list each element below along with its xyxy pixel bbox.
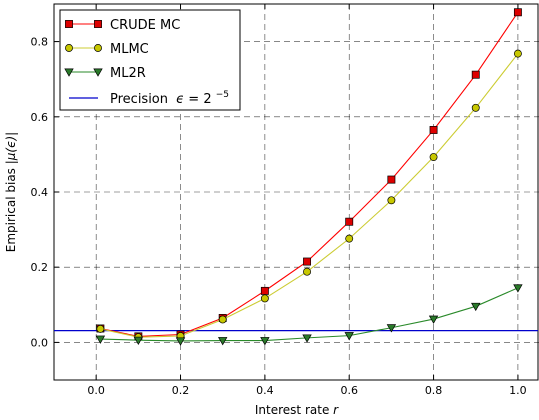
y-tick-label: 0.2: [31, 261, 49, 274]
data-point-mlmc: [303, 267, 311, 276]
data-point-ml2r: [260, 337, 270, 346]
data-point-ml2r: [95, 335, 106, 344]
x-tick-label: 1.0: [509, 384, 527, 397]
data-point-ml2r: [513, 284, 523, 293]
data-point-ml2r: [133, 336, 144, 345]
legend-label-ml2r: ML2R: [110, 66, 146, 81]
x-axis-label-text: Interest rate: [255, 403, 329, 417]
legend-precision-eq: =: [188, 92, 199, 107]
x-tick-label: 0.2: [172, 384, 190, 397]
legend-marker-mlmc: [94, 44, 102, 52]
data-point-mlmc: [471, 103, 480, 112]
legend-marker-crude-mc: [65, 20, 73, 28]
legend-precision-base: 2: [203, 92, 211, 107]
legend-precision-prefix: Precision: [110, 92, 168, 107]
x-tick-label: 0.0: [87, 384, 105, 397]
x-tick-label: 0.8: [425, 384, 443, 397]
data-point-mlmc: [513, 49, 522, 58]
legend-marker-ml2r: [64, 68, 74, 77]
data-point-crude-mc: [303, 257, 311, 266]
legend-marker-mlmc: [65, 44, 73, 52]
y-tick-label: 0.6: [31, 111, 49, 124]
data-point-mlmc: [345, 234, 354, 243]
data-point-crude-mc: [345, 217, 354, 226]
data-point-ml2r: [386, 324, 397, 333]
data-point-mlmc: [429, 153, 438, 161]
data-point-ml2r: [471, 302, 481, 312]
data-point-crude-mc: [260, 286, 269, 295]
data-point-ml2r: [428, 315, 439, 324]
y-tick-label: 0.4: [31, 186, 49, 199]
legend-precision-exp: −5: [216, 90, 229, 100]
legend-box: [59, 9, 241, 111]
legend-marker-crude-mc: [94, 20, 102, 28]
y-axis-label: Empirical bias |μ(ϵ)|: [4, 132, 18, 252]
data-point-mlmc: [260, 294, 269, 303]
legend-label-crude-mc: CRUDE MC: [110, 18, 180, 33]
x-tick-label: 0.6: [340, 384, 358, 397]
data-point-mlmc: [218, 315, 227, 324]
data-point-crude-mc: [471, 70, 480, 79]
legend-precision-symbol: ϵ: [176, 92, 184, 107]
y-tick-label: 0.8: [31, 36, 49, 49]
series-ml2r: [95, 284, 523, 346]
data-point-crude-mc: [387, 175, 396, 184]
series-line-ml2r: [100, 287, 519, 342]
data-point-ml2r: [175, 337, 186, 346]
data-point-crude-mc: [513, 8, 522, 17]
data-point-mlmc: [387, 196, 396, 205]
legend-marker-ml2r: [93, 68, 103, 77]
legend-entries: CRUDE MC MLMC ML2R: [64, 18, 180, 99]
legend-label-precision: Precision ϵ = 2 −5: [110, 90, 229, 107]
y-tick-label: 0.0: [31, 336, 49, 349]
y-axis-label-text: Empirical bias: [4, 168, 18, 252]
x-axis-label: Interest rate r: [255, 403, 339, 417]
x-axis-label-symbol: r: [333, 403, 339, 417]
data-point-mlmc: [96, 324, 105, 333]
data-point-crude-mc: [429, 126, 438, 134]
legend: CRUDE MC MLMC ML2R Precision ϵ = 2 −5: [59, 9, 241, 111]
data-point-ml2r: [217, 337, 228, 346]
data-point-ml2r: [344, 332, 354, 341]
legend-label-mlmc: MLMC: [110, 42, 149, 57]
data-point-ml2r: [302, 334, 312, 343]
y-axis-label-symbol: |μ(ϵ)|: [4, 132, 18, 164]
x-tick-label: 0.4: [256, 384, 274, 397]
axis-ticks: 0.0 0.2 0.4 0.6 0.8 1.0 0.0 0.2 0.4 0.6 0.8: [31, 4, 527, 397]
series-group: [95, 8, 523, 346]
